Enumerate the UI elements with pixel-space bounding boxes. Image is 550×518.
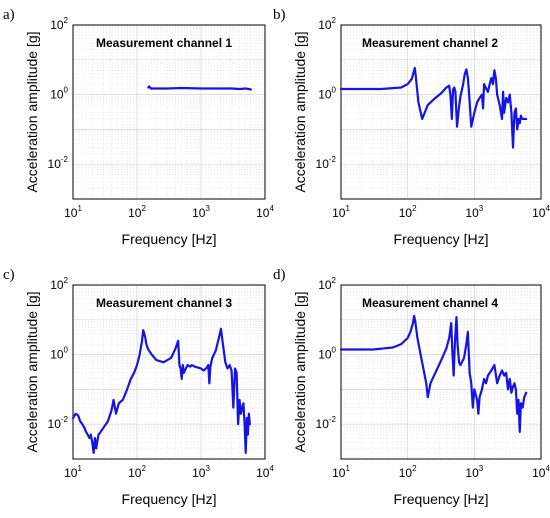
x-tick-label: 104: [532, 464, 550, 480]
y-tick-label: 10-2: [48, 155, 69, 171]
x-tick-label: 103: [465, 464, 483, 480]
minor-grid: [73, 25, 265, 199]
y-tick-label: 10-2: [48, 415, 69, 431]
series-line: [339, 314, 528, 434]
y-axis-title: Acceleration amplitude [g]: [24, 31, 40, 192]
plot-title: Measurement channel 4: [362, 296, 498, 310]
plot-title: Measurement channel 1: [96, 36, 232, 50]
y-tick-label: 100: [318, 346, 336, 362]
x-tick-label: 101: [332, 464, 350, 480]
y-tick-label: 100: [318, 86, 336, 102]
y-tick-label: 102: [50, 276, 68, 292]
panel-2: 101 102 103 104 10-2 100 102 Frequency [Hz] Acce…: [273, 7, 550, 247]
x-tick-label: 101: [332, 204, 350, 220]
panel-letter: b): [273, 7, 286, 23]
series-line: [71, 327, 251, 454]
x-axis-title: Frequency [Hz]: [394, 231, 489, 247]
x-tick-label: 104: [532, 204, 550, 220]
y-tick-label: 10-2: [316, 415, 337, 431]
plot-frame: [72, 284, 266, 460]
x-axis-title: Frequency [Hz]: [394, 491, 489, 507]
x-axis-title: Frequency [Hz]: [122, 231, 217, 247]
x-tick-label: 103: [192, 204, 210, 220]
panel-letter: d): [273, 267, 286, 283]
x-tick-label: 102: [399, 464, 417, 480]
plot-frame: [72, 24, 266, 200]
y-tick-label: 102: [318, 276, 336, 292]
plot-frame: [340, 284, 542, 460]
x-tick-label: 101: [64, 204, 82, 220]
panel-letter: c): [3, 267, 15, 283]
x-tick-label: 102: [399, 204, 417, 220]
series-line: [147, 85, 252, 91]
panel-1: 101 102 103 104 10-2 100 102 Frequency [Hz] Acce…: [3, 7, 274, 247]
x-tick-label: 103: [192, 464, 210, 480]
minor-grid: [341, 285, 541, 459]
plot-title: Measurement channel 2: [362, 36, 498, 50]
x-tick-label: 102: [128, 464, 146, 480]
x-tick-label: 104: [256, 464, 274, 480]
panel-letter: a): [3, 7, 15, 23]
x-tick-label: 102: [128, 204, 146, 220]
y-axis-title: Acceleration amplitude [g]: [292, 31, 308, 192]
x-tick-label: 104: [256, 204, 274, 220]
plot-title: Measurement channel 3: [96, 296, 232, 310]
y-tick-label: 10-2: [316, 155, 337, 171]
y-axis-title: Acceleration amplitude [g]: [292, 291, 308, 452]
y-tick-label: 100: [50, 86, 68, 102]
x-axis-title: Frequency [Hz]: [122, 491, 217, 507]
y-axis-title: Acceleration amplitude [g]: [24, 291, 40, 452]
y-tick-label: 102: [318, 16, 336, 32]
panel-4: 101 102 103 104 10-2 100 102 Frequency [Hz] Acce…: [273, 267, 550, 507]
panel-3: 101 102 103 104 10-2 100 102 Frequency [Hz] Acce…: [3, 267, 274, 507]
x-tick-label: 101: [64, 464, 82, 480]
series-line: [339, 66, 528, 149]
y-tick-label: 100: [50, 346, 68, 362]
x-tick-label: 103: [465, 204, 483, 220]
plot-frame: [340, 24, 542, 200]
y-tick-label: 102: [50, 16, 68, 32]
